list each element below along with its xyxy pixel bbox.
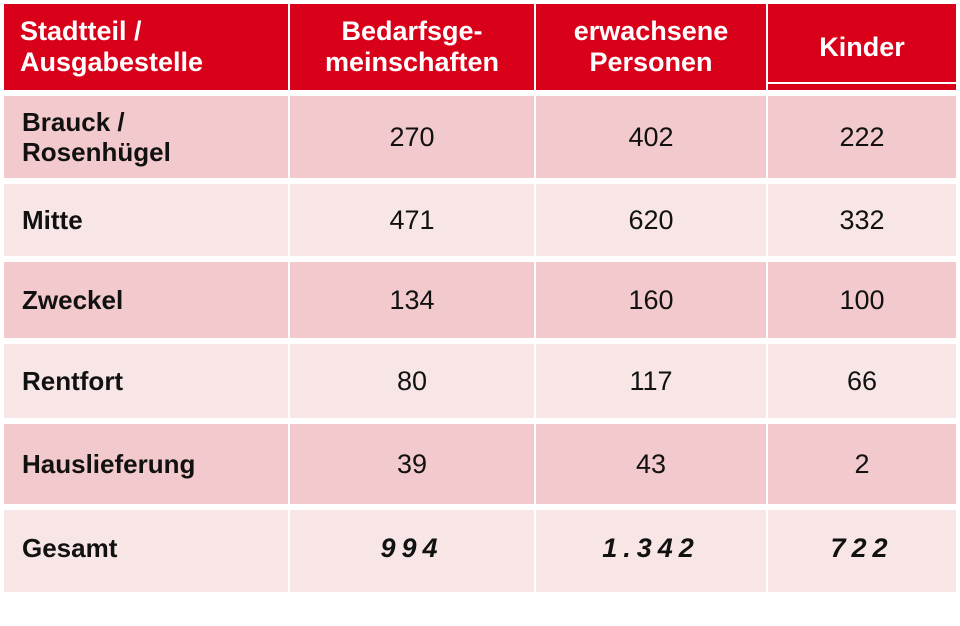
table-row-label: Zweckel — [4, 262, 288, 344]
table-total-label: Gesamt — [4, 510, 288, 592]
table-cell-erwachsene: 620 — [536, 184, 766, 262]
table-row-label: Mitte — [4, 184, 288, 262]
table-cell-erwachsene: 117 — [536, 344, 766, 424]
table-cell-bedarf: 80 — [290, 344, 534, 424]
table-row-label: Hauslieferung — [4, 424, 288, 510]
table-total-bedarf: 994 — [290, 510, 534, 592]
table-row-label: Brauck / Rosenhügel — [4, 96, 288, 184]
table-total-erwachsene: 1.342 — [536, 510, 766, 592]
table-cell-erwachsene: 43 — [536, 424, 766, 510]
table-cell-bedarf: 471 — [290, 184, 534, 262]
table-cell-bedarf: 39 — [290, 424, 534, 510]
table-cell-bedarf: 270 — [290, 96, 534, 184]
header-bedarfsgemeinschaften: Bedarfsge- meinschaften — [290, 4, 534, 96]
table-cell-erwachsene: 402 — [536, 96, 766, 184]
data-table: Stadtteil / Ausgabestelle Bedarfsge- mei… — [4, 4, 956, 592]
table-cell-kinder: 2 — [768, 424, 956, 510]
header-kinder: Kinder — [768, 4, 956, 96]
table-cell-erwachsene: 160 — [536, 262, 766, 344]
table-row-label: Rentfort — [4, 344, 288, 424]
table-cell-kinder: 222 — [768, 96, 956, 184]
table-cell-kinder: 100 — [768, 262, 956, 344]
table-cell-bedarf: 134 — [290, 262, 534, 344]
header-erwachsene-personen: erwachsene Personen — [536, 4, 766, 96]
header-stadtteil: Stadtteil / Ausgabestelle — [4, 4, 288, 96]
table-total-kinder: 722 — [768, 510, 956, 592]
table-cell-kinder: 66 — [768, 344, 956, 424]
table-cell-kinder: 332 — [768, 184, 956, 262]
